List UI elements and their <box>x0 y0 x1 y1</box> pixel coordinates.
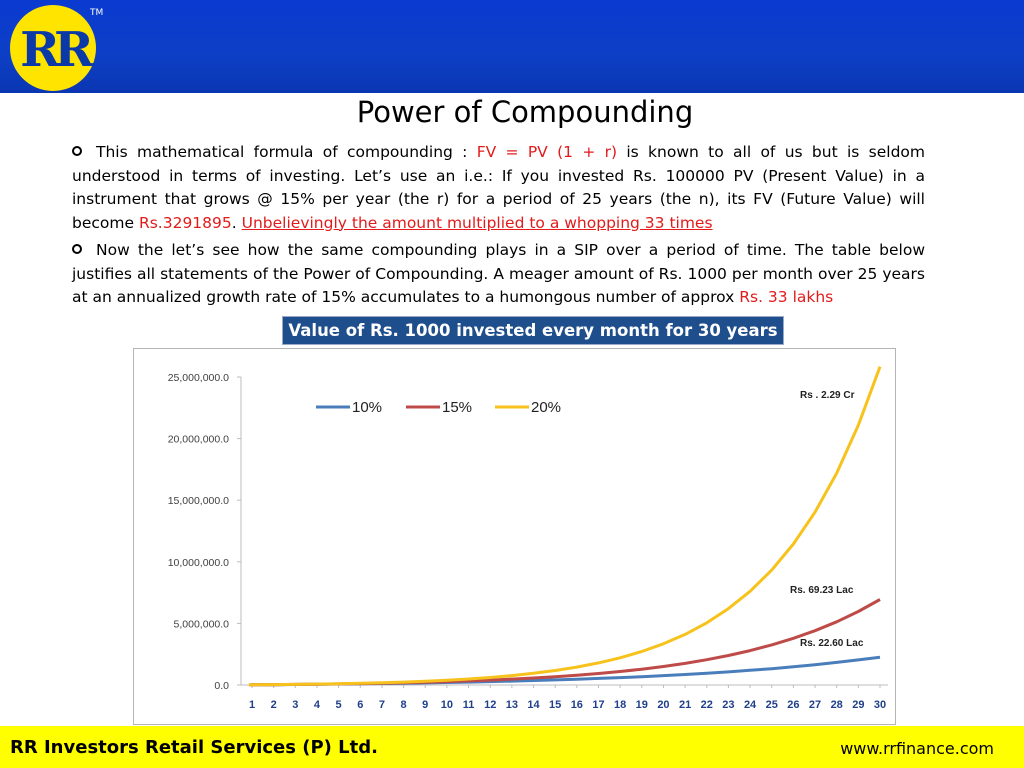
data-annotation: Rs . 2.29 Cr <box>800 390 855 401</box>
x-tick-label: 26 <box>787 699 799 711</box>
y-tick-label: 0.0 <box>214 680 229 692</box>
x-tick-label: 24 <box>744 699 757 711</box>
x-tick-label: 30 <box>874 699 886 711</box>
series-line-20pct <box>248 366 882 687</box>
x-tick-label: 22 <box>701 699 713 711</box>
x-tick-label: 2 <box>271 699 277 711</box>
bullet-icon <box>72 243 82 254</box>
x-tick-label: 25 <box>766 699 778 711</box>
x-tick-label: 13 <box>506 699 518 711</box>
x-tick-label: 16 <box>571 699 583 711</box>
data-annotation: Rs. 69.23 Lac <box>790 585 854 596</box>
formula-text: FV = PV (1 + r) <box>476 143 618 161</box>
future-value-text: Rs.3291895 <box>138 213 232 232</box>
chart-title: Value of Rs. 1000 invested every month f… <box>282 316 784 345</box>
svg-text:RR: RR <box>20 22 95 78</box>
legend-label: 20% <box>531 399 561 416</box>
y-tick-label: 5,000,000.0 <box>174 618 230 630</box>
x-tick-label: 4 <box>314 699 321 711</box>
highlight-lakhs-text: Rs. 33 lakhs <box>739 288 834 306</box>
x-tick-label: 11 <box>463 699 475 711</box>
x-tick-label: 20 <box>657 699 669 711</box>
company-name: RR Investors Retail Services (P) Ltd. <box>10 737 378 758</box>
y-tick-label: 15,000,000.0 <box>168 495 229 507</box>
x-tick-label: 1 <box>249 699 255 711</box>
data-annotation: Rs. 22.60 Lac <box>800 638 864 649</box>
x-tick-label: 21 <box>679 699 691 711</box>
x-tick-label: 28 <box>831 699 843 711</box>
x-tick-label: 29 <box>852 699 864 711</box>
x-tick-label: 9 <box>422 699 428 711</box>
x-tick-label: 6 <box>357 699 363 711</box>
header-bar <box>0 0 1024 93</box>
compounding-chart: 25,000,000.020,000,000.015,000,000.010,0… <box>133 348 896 725</box>
x-tick-label: 15 <box>549 699 561 711</box>
footer-bar <box>0 726 1024 768</box>
x-tick-label: 3 <box>292 699 298 711</box>
page-title: Power of Compounding <box>356 95 694 129</box>
highlight-text: Unbelievingly the amount multiplied to a… <box>241 213 713 232</box>
paragraph-compounding-formula: This mathematical formula of compounding… <box>72 143 925 232</box>
y-tick-label: 10,000,000.0 <box>168 557 229 569</box>
x-tick-label: 19 <box>636 699 648 711</box>
y-tick-label: 20,000,000.0 <box>168 434 229 446</box>
rr-logo: RR <box>10 5 100 91</box>
bullet-icon <box>72 145 82 156</box>
trademark-label: TM <box>90 8 104 18</box>
x-tick-label: 23 <box>722 699 734 711</box>
website-link[interactable]: www.rrfinance.com <box>840 739 994 758</box>
legend-label: 10% <box>352 399 382 416</box>
x-tick-label: 5 <box>336 699 342 711</box>
x-tick-label: 10 <box>441 699 453 711</box>
x-tick-label: 7 <box>379 699 385 711</box>
x-tick-label: 8 <box>401 699 407 711</box>
y-tick-label: 25,000,000.0 <box>168 372 229 384</box>
x-tick-label: 27 <box>809 699 821 711</box>
x-tick-label: 17 <box>592 699 604 711</box>
x-tick-label: 14 <box>527 699 540 711</box>
x-tick-label: 12 <box>484 699 496 711</box>
x-tick-label: 18 <box>614 699 626 711</box>
paragraph-sip: Now the let’s see how the same compoundi… <box>72 241 925 306</box>
legend-label: 15% <box>442 399 472 416</box>
